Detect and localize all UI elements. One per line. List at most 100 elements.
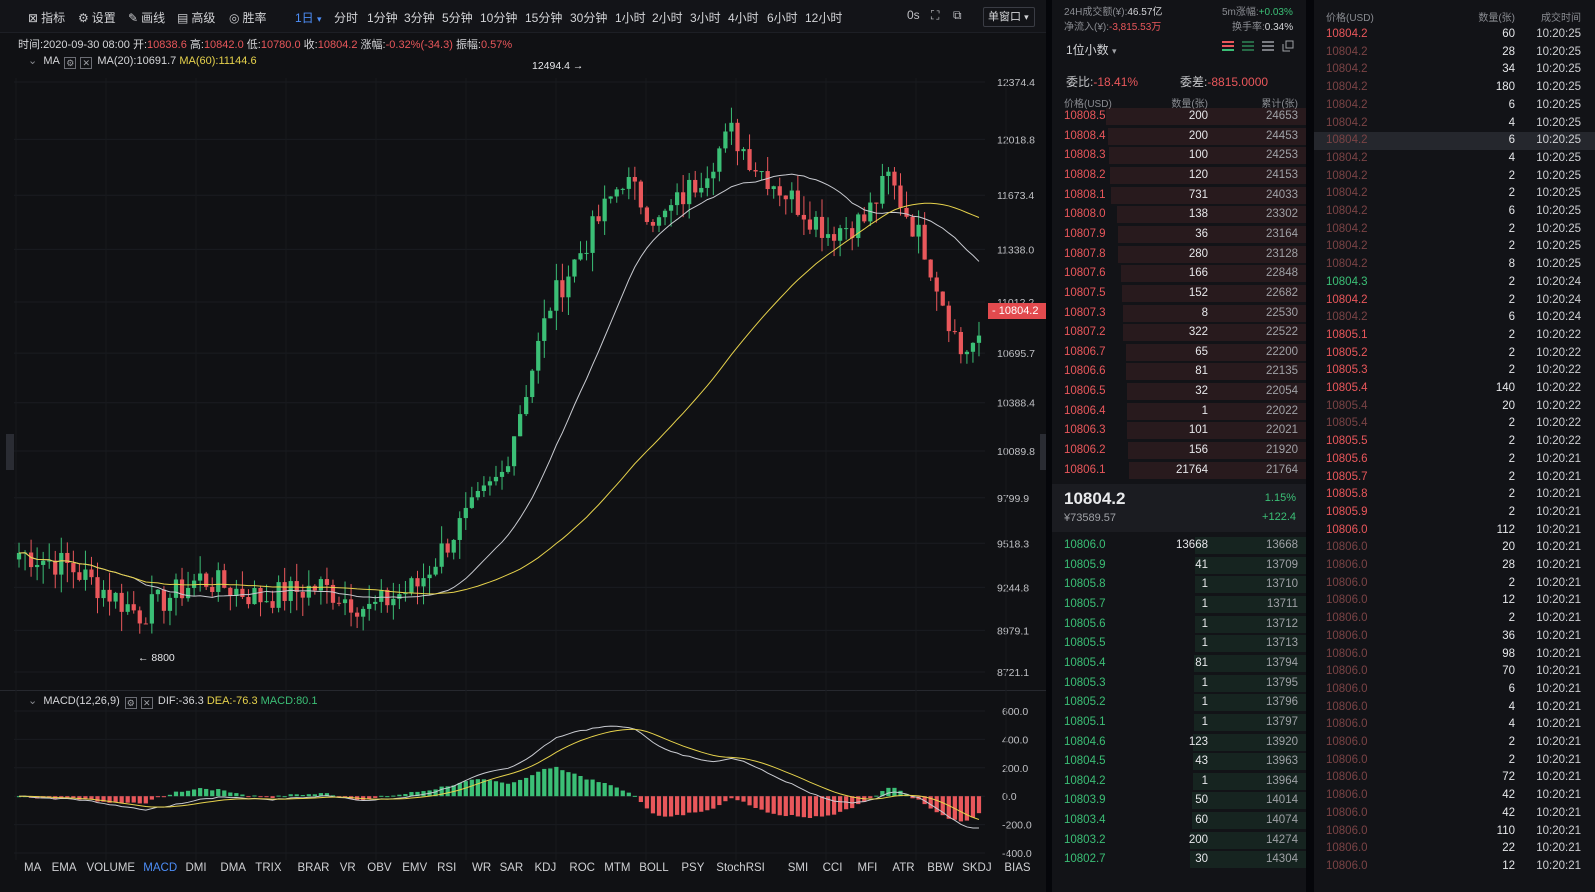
ask-row[interactable]: 10806.6 81 22135 [1052,362,1306,381]
ask-row[interactable]: 10806.1 21764 21764 [1052,461,1306,480]
ask-row[interactable]: 10807.9 36 23164 [1052,225,1306,244]
indicator-tab[interactable]: SAR [499,862,524,874]
ask-row[interactable]: 10808.1 731 24033 [1052,186,1306,205]
collapse-chevron-icon[interactable]: ⌄ [28,695,38,707]
bid-row[interactable]: 10804.6 123 13920 [1052,733,1306,752]
bid-row[interactable]: 10803.2 200 14274 [1052,831,1306,850]
toolbar-indicator-button[interactable]: ⊠ 指标 [28,9,65,26]
ask-row[interactable]: 10808.0 138 23302 [1052,205,1306,224]
collapse-left-handle[interactable] [6,434,14,470]
indicator-tab[interactable]: WR [472,862,492,874]
toolbar-pencil-draw-button[interactable]: ✎ 画线 [128,9,165,26]
bid-row[interactable]: 10806.0 13668 13668 [1052,536,1306,555]
bid-row[interactable]: 10805.5 1 13713 [1052,634,1306,653]
bid-row[interactable]: 10805.3 1 13795 [1052,674,1306,693]
indicator-tab[interactable]: BBW [927,862,954,874]
indicator-tab[interactable]: BRAR [297,862,330,874]
collapse-right-handle[interactable] [1040,434,1048,470]
timeframe-tab[interactable]: 3小时 [690,11,721,25]
window-mode-select[interactable]: 单窗口 ▾ [983,7,1035,27]
timeframe-tab[interactable]: 12小时 [805,11,843,25]
timeframe-tab[interactable]: 30分钟 [570,11,608,25]
orderbook-both-view-icon[interactable] [1222,40,1234,52]
timeframe-tab[interactable]: 3分钟 [404,11,435,25]
indicator-tab[interactable]: EMA [51,862,77,874]
ask-row[interactable]: 10807.6 166 22848 [1052,264,1306,283]
ask-row[interactable]: 10806.3 101 22021 [1052,421,1306,440]
indicator-tab[interactable]: ROC [569,862,595,874]
indicator-tab[interactable]: MACD [143,862,178,874]
indicator-tab[interactable]: VOLUME [86,862,136,874]
indicator-tab[interactable]: CCI [822,862,843,874]
timeframe-tab[interactable]: 分时 [334,11,359,25]
indicator-tab[interactable]: DMA [220,862,246,874]
bid-row[interactable]: 10803.9 50 14014 [1052,791,1306,810]
ask-row[interactable]: 10806.7 65 22200 [1052,343,1306,362]
toolbar-win-rate-button[interactable]: ◎ 胜率 [229,9,267,26]
indicator-tab[interactable]: RSI [437,862,457,874]
timeframe-tab[interactable]: 2小时 [652,11,683,25]
bid-row[interactable]: 10805.1 1 13797 [1052,713,1306,732]
timeframe-tab[interactable]: 15分钟 [525,11,563,25]
indicator-tab[interactable]: PSY [681,862,705,874]
ask-row[interactable]: 10806.4 1 22022 [1052,402,1306,421]
ask-row[interactable]: 10807.8 280 23128 [1052,245,1306,264]
close-icon[interactable]: ✕ [140,697,153,709]
indicator-tab[interactable]: BIAS [1004,862,1031,874]
indicator-tab[interactable]: OBV [367,862,392,874]
bid-row[interactable]: 10805.2 1 13796 [1052,693,1306,712]
indicator-tab[interactable]: ATR [892,862,915,874]
bid-row[interactable]: 10805.7 1 13711 [1052,595,1306,614]
indicator-tab[interactable]: StochRSI [716,862,765,874]
timeframe-tab[interactable]: 5分钟 [442,11,473,25]
candlestick-chart[interactable]: 12374.412018.811673.411338.011012.210695… [0,33,1046,860]
ask-row[interactable]: 10808.5 200 24653 [1052,107,1306,126]
bid-row[interactable]: 10805.6 1 13712 [1052,615,1306,634]
bid-row[interactable]: 10804.2 1 13964 [1052,772,1306,791]
toolbar-settings-gear-button[interactable]: ⚙ 设置 [78,9,116,26]
ask-row[interactable]: 10808.3 100 24253 [1052,146,1306,165]
fullscreen-icon[interactable]: ⛶ [931,8,940,22]
orderbook-asks-view-icon[interactable] [1262,40,1274,52]
ask-row[interactable]: 10807.5 152 22682 [1052,284,1306,303]
indicator-tab[interactable]: SKDJ [962,862,992,874]
ask-row[interactable]: 10807.2 322 22522 [1052,323,1306,342]
close-icon[interactable]: ✕ [80,57,93,69]
settings-gear-icon[interactable]: ⚙ [64,57,77,69]
indicator-tab[interactable]: SMI [787,862,809,874]
indicator-tab[interactable]: EMV [402,862,428,874]
ask-row[interactable]: 10808.2 120 24153 [1052,166,1306,185]
popout-window-icon[interactable] [1282,40,1294,52]
bid-row[interactable]: 10805.4 81 13794 [1052,654,1306,673]
decimal-precision-select[interactable]: 1位小数 ▾ [1066,43,1117,57]
indicator-tab[interactable]: KDJ [534,862,557,874]
macd-histogram-bar [445,786,450,797]
timeframe-tab[interactable]: 10分钟 [480,11,518,25]
timeframe-tab[interactable]: 4小时 [728,11,759,25]
bid-row[interactable]: 10804.5 43 13963 [1052,752,1306,771]
bid-row[interactable]: 10803.4 60 14074 [1052,811,1306,830]
timeframe-tab[interactable]: 6小时 [767,11,798,25]
ask-row[interactable]: 10807.3 8 22530 [1052,304,1306,323]
indicator-tab[interactable]: MFI [857,862,878,874]
ask-row[interactable]: 10806.2 156 21920 [1052,441,1306,460]
timeframe-tab[interactable]: 1小时 [615,11,646,25]
collapse-chevron-icon[interactable]: ⌄ [28,55,38,67]
bid-row[interactable]: 10805.9 41 13709 [1052,556,1306,575]
indicator-tab[interactable]: DMI [185,862,207,874]
indicator-tab[interactable]: TRIX [255,862,282,874]
bid-row[interactable]: 10802.7 30 14304 [1052,850,1306,869]
screenshot-icon[interactable]: ⧉ [953,8,962,22]
timeframe-select-1d[interactable]: 1日 ▾ [295,9,322,26]
settings-gear-icon[interactable]: ⚙ [124,697,137,709]
toolbar-advanced-button[interactable]: ▤ 高级 [177,9,215,26]
indicator-tab[interactable]: BOLL [639,862,669,874]
timeframe-tab[interactable]: 1分钟 [367,11,398,25]
indicator-tab[interactable]: MA [24,862,42,874]
indicator-tab[interactable]: MTM [604,862,631,874]
ask-row[interactable]: 10806.5 32 22054 [1052,382,1306,401]
indicator-tab[interactable]: VR [339,862,356,874]
orderbook-bids-view-icon[interactable] [1242,40,1254,52]
bid-row[interactable]: 10805.8 1 13710 [1052,575,1306,594]
ask-row[interactable]: 10808.4 200 24453 [1052,127,1306,146]
